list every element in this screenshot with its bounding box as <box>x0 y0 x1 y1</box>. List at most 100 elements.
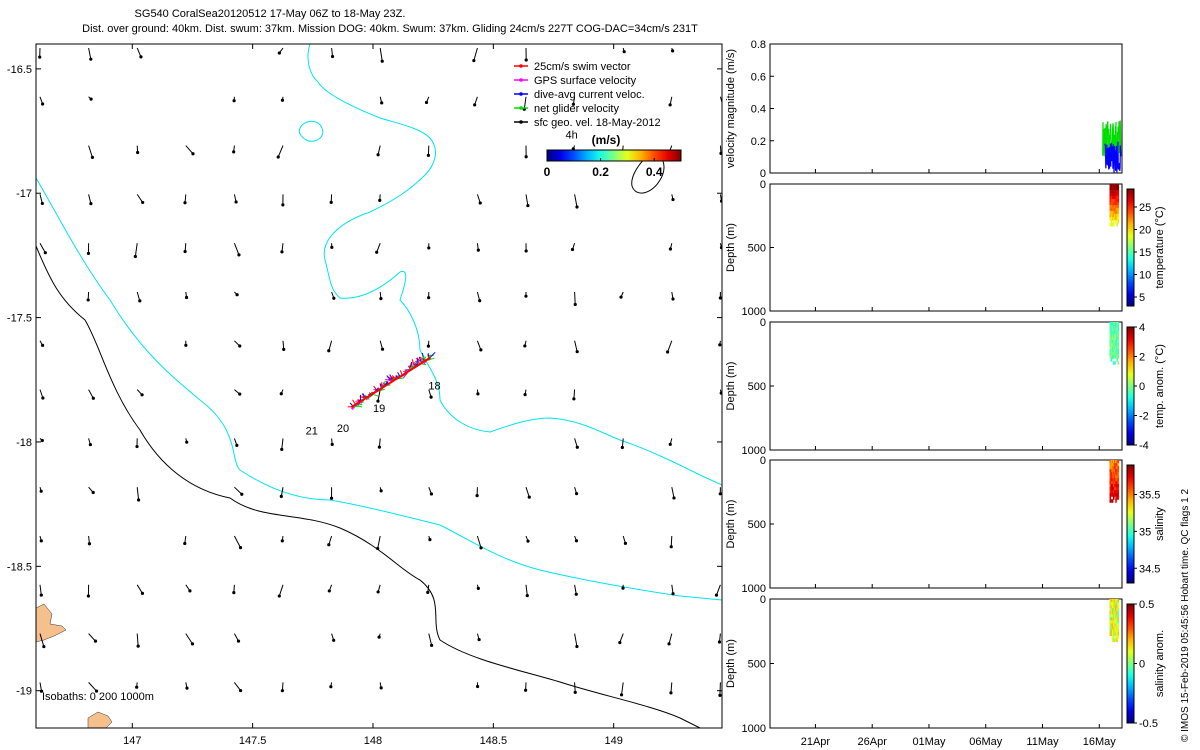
heatmap-cell <box>1115 195 1117 200</box>
geo-velocity-arrow-head <box>668 103 672 107</box>
heatmap-cell <box>1110 460 1113 464</box>
geo-velocity-arrow-head <box>191 152 195 156</box>
map-annotation: 18 <box>428 381 440 393</box>
geo-velocity-arrow-head <box>276 155 280 159</box>
heatmap-cell <box>1115 186 1117 191</box>
heatmap-cell <box>1112 337 1115 341</box>
heatmap-cell <box>1109 322 1112 326</box>
heatmap-cell <box>1117 328 1120 332</box>
heatmap-cell <box>1110 632 1113 636</box>
heatmap-cell <box>1117 602 1120 606</box>
geo-velocity-arrow <box>234 682 241 691</box>
heatmap-cell <box>1114 343 1116 347</box>
heatmap-cell <box>1111 355 1114 359</box>
heatmap-cell <box>1116 605 1118 609</box>
geo-velocity-arrow-head <box>379 296 383 301</box>
geo-velocity-arrow-head <box>89 57 93 61</box>
panel-ytick-label: 0.6 <box>751 71 766 83</box>
heatmap-cell <box>1114 189 1116 194</box>
geo-velocity-arrow <box>670 682 673 693</box>
heatmap-cell <box>1109 340 1112 344</box>
heatmap-cell <box>1116 623 1118 627</box>
panel-frame <box>769 459 1123 589</box>
heatmap-cell <box>1116 189 1118 194</box>
geo-velocity-arrow-head <box>426 590 430 594</box>
land-patch <box>87 711 113 728</box>
heatmap-cell <box>1111 611 1114 615</box>
geo-velocity-arrow-head <box>376 590 380 594</box>
geo-velocity-arrow-head <box>375 250 379 254</box>
geo-velocity-arrow-head <box>332 638 336 642</box>
heatmap-cell <box>1111 490 1114 494</box>
heatmap-cell <box>1110 189 1113 194</box>
heatmap-cell <box>1112 340 1115 344</box>
geo-velocity-arrow-head <box>380 101 384 105</box>
heatmap-cell <box>1117 617 1120 621</box>
heatmap-cell <box>1117 331 1120 335</box>
glider-vector <box>430 351 436 357</box>
legend-marker <box>519 78 523 82</box>
panel-ytick-label: 500 <box>748 381 766 393</box>
heatmap-cell <box>1115 192 1117 197</box>
geo-velocity-arrow <box>88 389 94 399</box>
heatmap-cell <box>1114 611 1116 615</box>
heatmap-cell <box>1111 213 1114 218</box>
heatmap-cell <box>1110 358 1113 362</box>
map-colorbar-title: (m/s) <box>592 133 621 147</box>
heatmap-cell <box>1112 331 1115 335</box>
heatmap-cell <box>1109 201 1112 206</box>
heatmap-cell <box>1110 352 1113 356</box>
heatmap-cell <box>1116 334 1118 338</box>
heatmap-cell <box>1109 478 1112 482</box>
heatmap-cell <box>1109 611 1112 615</box>
heatmap-cell <box>1111 602 1114 606</box>
heatmap-cell <box>1117 322 1120 326</box>
geo-velocity-arrow-head <box>622 50 626 54</box>
geo-velocity-arrow-head <box>668 247 673 251</box>
heatmap-cell <box>1111 617 1114 621</box>
heatmap-cell <box>1111 349 1114 353</box>
geo-velocity-arrow <box>525 584 528 596</box>
heatmap-cell <box>1114 478 1116 482</box>
heatmap-cell <box>1116 626 1118 630</box>
heatmap-cell <box>1117 469 1120 473</box>
heatmap-cell <box>1110 487 1113 491</box>
geo-velocity-arrow-head <box>479 348 483 352</box>
geo-velocity-arrow-head <box>185 440 189 444</box>
geo-velocity-arrow-head <box>330 442 334 446</box>
geo-velocity-arrow-head <box>666 350 670 354</box>
heatmap-cell <box>1115 334 1117 338</box>
panel-colorbar-tick-label: 4 <box>1139 322 1145 334</box>
heatmap-cell <box>1114 605 1116 609</box>
heatmap-cell <box>1116 210 1118 215</box>
heatmap-cell <box>1111 210 1114 215</box>
heatmap-cell <box>1116 201 1118 206</box>
heatmap-cell <box>1116 213 1118 218</box>
heatmap-cell <box>1112 192 1115 197</box>
heatmap-cell <box>1115 219 1117 224</box>
heatmap-cell <box>1112 463 1115 467</box>
geo-velocity-arrow <box>88 47 92 60</box>
geo-velocity-arrow <box>574 633 578 647</box>
geo-velocity-arrow-head <box>140 393 144 397</box>
velocity-series-line <box>1104 141 1122 173</box>
panel-colorbar-label: temperature (°C) <box>1154 206 1166 288</box>
heatmap-cell <box>1110 328 1113 332</box>
heatmap-cell <box>1116 478 1118 482</box>
geo-velocity-arrow-head <box>39 539 43 543</box>
glider-vector <box>391 375 397 380</box>
geo-velocity-arrow-head <box>575 445 579 449</box>
legend-marker <box>519 92 523 96</box>
heatmap-cell <box>1111 472 1114 476</box>
chart-subtitle: Dist. over ground: 40km. Dist. swum: 37k… <box>82 23 698 35</box>
heatmap-cell <box>1116 346 1118 350</box>
geo-velocity-arrow <box>473 47 478 61</box>
heatmap-cell <box>1110 493 1113 497</box>
geo-velocity-arrow-head <box>524 155 528 159</box>
geo-velocity-arrow <box>574 194 578 208</box>
heatmap-cell <box>1114 322 1116 326</box>
geo-velocity-arrow-head <box>478 201 482 205</box>
map-annotation: 21 <box>306 426 318 438</box>
panel-frame <box>769 321 1123 451</box>
heatmap-cell <box>1115 210 1117 215</box>
